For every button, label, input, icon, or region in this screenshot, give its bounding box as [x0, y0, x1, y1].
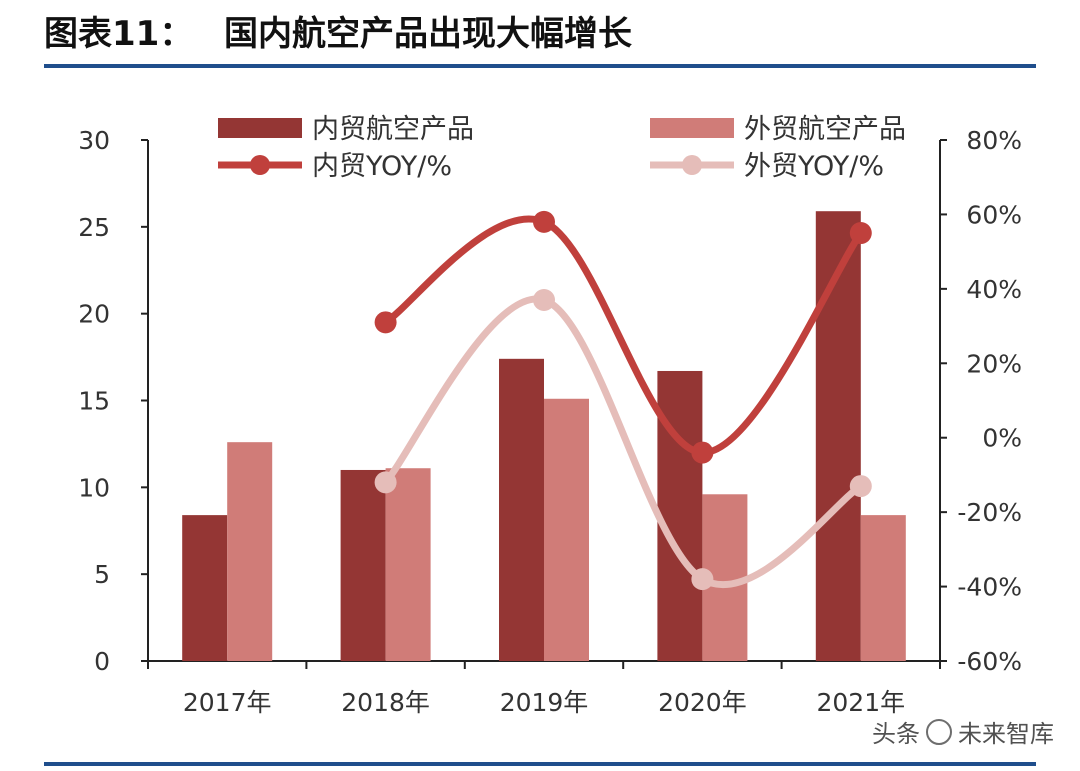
- bar-foreign: [227, 442, 273, 661]
- point-domestic-yoy: [691, 441, 714, 464]
- legend-domestic-line-marker: [250, 155, 270, 175]
- bar-domestic: [182, 515, 228, 661]
- legend-foreign-line-marker: [682, 155, 702, 175]
- bar-foreign: [544, 398, 589, 661]
- bar-domestic: [340, 469, 386, 661]
- bar-foreign: [385, 468, 431, 661]
- point-domestic-yoy: [849, 222, 872, 245]
- bottom-divider: [44, 762, 1036, 766]
- y-right-tick-label: 80%: [966, 126, 1022, 155]
- y-right-tick-label: 60%: [966, 200, 1022, 229]
- bar-domestic: [815, 211, 861, 661]
- y-right-tick-label: 0%: [982, 424, 1022, 453]
- watermark: 头条 未来智库: [872, 714, 1054, 749]
- legend-domestic-bar-swatch: [218, 118, 302, 138]
- legend-foreign-bar-label: 外贸航空产品: [744, 114, 906, 145]
- figure-title: 图表11： 国内航空产品出现大幅增长: [44, 10, 632, 58]
- point-foreign-yoy: [374, 471, 397, 494]
- point-domestic-yoy: [533, 210, 555, 233]
- figure-heading: 国内航空产品出现大幅增长: [224, 14, 632, 54]
- y-left-tick-label: 20: [78, 300, 110, 329]
- y-right-tick-label: -20%: [957, 498, 1022, 527]
- legend-domestic-bar-label: 内贸航空产品: [312, 114, 474, 145]
- watermark-source: 头条: [872, 720, 920, 748]
- y-left-tick-label: 10: [78, 473, 110, 502]
- legend-domestic-line-label: 内贸YOY/%: [312, 151, 452, 182]
- top-divider: [44, 64, 1036, 68]
- watermark-brand: 未来智库: [958, 720, 1054, 748]
- y-left-tick-label: 5: [94, 560, 110, 589]
- y-right-tick-label: 40%: [966, 275, 1022, 304]
- x-tick-label: 2020年: [658, 688, 747, 717]
- y-left-tick-label: 15: [78, 387, 110, 416]
- y-left-tick-label: 0: [94, 647, 110, 676]
- y-left-tick-label: 25: [78, 213, 110, 242]
- point-foreign-yoy: [691, 568, 714, 591]
- point-domestic-yoy: [374, 311, 397, 334]
- point-foreign-yoy: [533, 289, 555, 312]
- y-right-tick-label: -40%: [957, 573, 1022, 602]
- wechat-icon: [926, 719, 952, 745]
- legend-foreign-bar-swatch: [650, 118, 734, 138]
- x-tick-label: 2019年: [500, 688, 589, 717]
- bar-foreign: [860, 515, 906, 661]
- x-tick-label: 2018年: [341, 688, 430, 717]
- bar-domestic: [499, 358, 544, 661]
- figure-label: 图表11：: [44, 14, 194, 54]
- line-foreign-yoy: [382, 295, 865, 589]
- y-right-tick-label: -60%: [957, 647, 1022, 676]
- legend-foreign-line-label: 外贸YOY/%: [744, 151, 884, 182]
- point-foreign-yoy: [849, 475, 872, 498]
- y-right-tick-label: 20%: [966, 349, 1022, 378]
- y-left-tick-label: 30: [78, 126, 110, 155]
- x-tick-label: 2021年: [816, 688, 905, 717]
- line-domestic-yoy: [382, 215, 865, 457]
- x-tick-label: 2017年: [183, 688, 272, 717]
